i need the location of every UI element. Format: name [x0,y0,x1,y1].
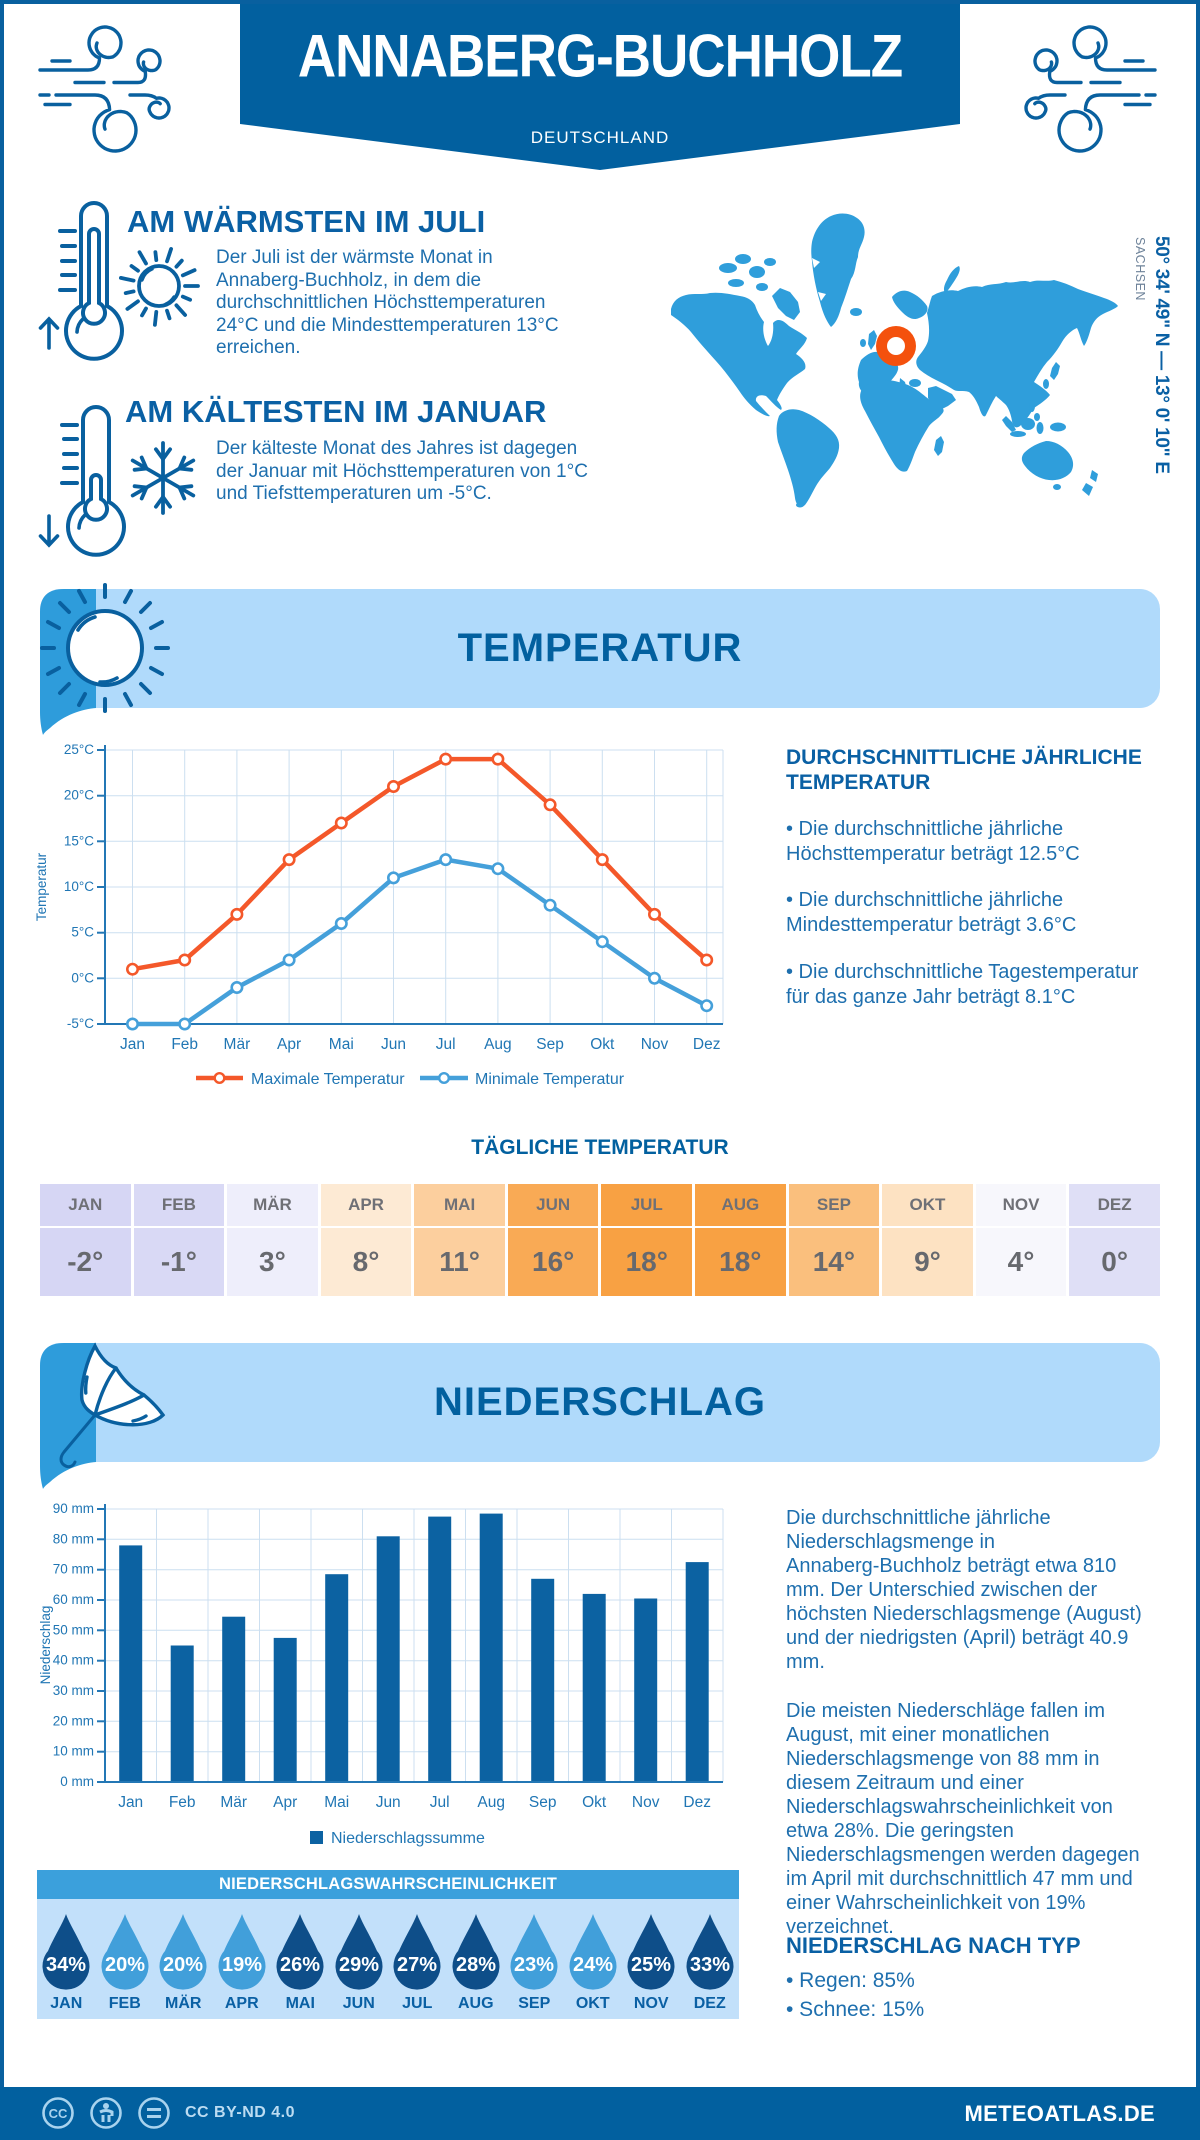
svg-text:27%: 27% [397,1954,437,1976]
svg-text:25°C: 25°C [64,742,94,757]
svg-text:Mär: Mär [220,1794,247,1811]
svg-text:34%: 34% [46,1954,86,1976]
svg-text:Okt: Okt [582,1794,607,1811]
svg-text:Maximale Temperatur: Maximale Temperatur [251,1071,405,1088]
svg-text:Nov: Nov [641,1036,669,1053]
svg-text:80 mm: 80 mm [53,1531,94,1546]
svg-text:10 mm: 10 mm [53,1744,94,1759]
svg-text:24%: 24% [573,1954,613,1976]
svg-text:28%: 28% [456,1954,496,1976]
svg-text:Apr: Apr [273,1794,297,1811]
svg-text:Jul: Jul [430,1794,450,1811]
svg-text:70 mm: 70 mm [53,1562,94,1577]
svg-text:Mär: Mär [224,1036,251,1053]
svg-text:0 mm: 0 mm [60,1774,94,1789]
svg-text:Okt: Okt [590,1036,615,1053]
svg-text:29%: 29% [339,1954,379,1976]
svg-text:33%: 33% [690,1954,730,1976]
svg-text:10°C: 10°C [64,879,94,894]
svg-text:20°C: 20°C [64,788,94,803]
svg-text:0°C: 0°C [71,970,94,985]
svg-text:Temperatur: Temperatur [34,852,49,921]
svg-text:25%: 25% [631,1954,671,1976]
svg-text:Jul: Jul [436,1036,456,1053]
svg-text:Minimale Temperatur: Minimale Temperatur [475,1071,625,1088]
svg-text:Jun: Jun [376,1794,401,1811]
svg-text:Aug: Aug [477,1794,505,1811]
svg-text:Dez: Dez [693,1036,721,1053]
svg-text:Apr: Apr [277,1036,301,1053]
svg-text:Niederschlag: Niederschlag [38,1606,53,1685]
svg-text:40 mm: 40 mm [53,1653,94,1668]
svg-text:15°C: 15°C [64,833,94,848]
svg-text:19%: 19% [222,1954,262,1976]
svg-text:-5°C: -5°C [67,1016,94,1031]
svg-text:Sep: Sep [529,1794,557,1811]
svg-text:20%: 20% [163,1954,203,1976]
svg-text:5°C: 5°C [71,925,94,940]
svg-text:Feb: Feb [171,1036,198,1053]
svg-text:90 mm: 90 mm [53,1501,94,1516]
svg-text:Mai: Mai [329,1036,354,1053]
svg-text:20 mm: 20 mm [53,1713,94,1728]
svg-text:Jan: Jan [118,1794,143,1811]
svg-text:23%: 23% [514,1954,554,1976]
svg-text:Jan: Jan [120,1036,145,1053]
svg-text:60 mm: 60 mm [53,1592,94,1607]
svg-text:20%: 20% [105,1954,145,1976]
svg-text:Aug: Aug [484,1036,512,1053]
svg-text:Nov: Nov [632,1794,660,1811]
svg-text:Niederschlagssumme: Niederschlagssumme [331,1830,485,1847]
svg-text:50 mm: 50 mm [53,1622,94,1637]
svg-text:30 mm: 30 mm [53,1683,94,1698]
svg-text:Jun: Jun [381,1036,406,1053]
svg-text:Sep: Sep [536,1036,564,1053]
svg-text:26%: 26% [280,1954,320,1976]
svg-text:Dez: Dez [683,1794,711,1811]
svg-text:Feb: Feb [169,1794,196,1811]
svg-text:Mai: Mai [324,1794,349,1811]
svg-text:CC: CC [49,2106,68,2121]
